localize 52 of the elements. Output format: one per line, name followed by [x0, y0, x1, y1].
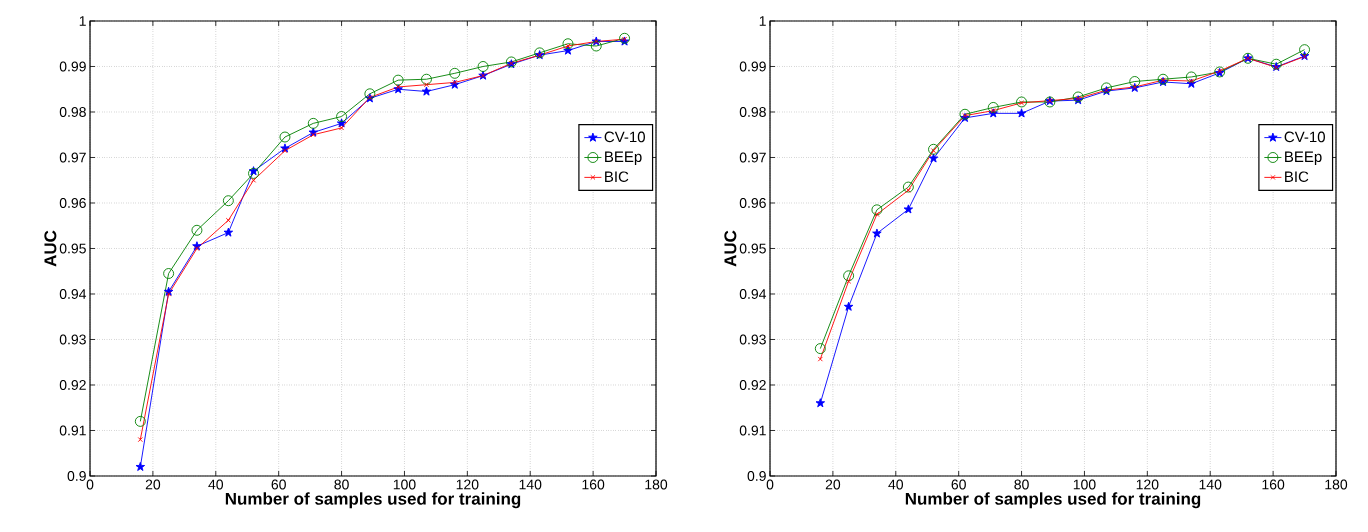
- x-tick-label: 0: [766, 479, 774, 490]
- y-axis-title: AUC: [724, 230, 737, 267]
- y-tick-label: 0.91: [59, 425, 86, 436]
- y-tick-label: 0.94: [739, 289, 767, 299]
- x-tick-label: 20: [145, 479, 161, 490]
- legend-label: BIC: [605, 171, 629, 183]
- x-tick-label: 80: [334, 479, 349, 490]
- x-tick-label: 40: [888, 479, 904, 490]
- x-axis-title: Number of samples used for training: [905, 492, 1201, 509]
- legend-label: BIC: [1285, 171, 1309, 183]
- x-tick-label: 180: [1325, 479, 1348, 490]
- y-tick-label: 1: [79, 16, 86, 26]
- y-tick-label: 0.93: [739, 334, 766, 345]
- y-tick-label: 0.95: [59, 243, 86, 254]
- y-tick-label: 0.98: [59, 107, 86, 117]
- y-tick-label: 0.93: [59, 334, 86, 345]
- x-tick-label: 40: [208, 479, 224, 490]
- x-tick-label: 120: [456, 479, 479, 490]
- y-tick-label: 0.91: [739, 425, 766, 436]
- x-tick-label: 120: [1136, 479, 1159, 490]
- x-axis-title: Number of samples used for training: [225, 492, 521, 509]
- x-tick-label: 100: [393, 479, 416, 490]
- x-tick-label: 0: [86, 479, 94, 490]
- x-tick-label: 160: [582, 479, 605, 490]
- y-tick-label: 0.96: [739, 198, 766, 208]
- y-tick-label: 0.97: [739, 152, 766, 163]
- y-tick-label: 0.9: [747, 471, 766, 481]
- legend-label: BEEp: [1285, 151, 1322, 166]
- legend-label: CV-10: [1284, 131, 1325, 143]
- x-tick-label: 60: [271, 479, 286, 490]
- y-tick-label: 0.92: [739, 380, 766, 390]
- x-tick-label: 180: [645, 479, 668, 490]
- x-tick-label: 100: [1073, 479, 1096, 490]
- y-tick-label: 0.99: [739, 61, 766, 72]
- x-tick-label: 80: [1014, 479, 1029, 490]
- y-tick-label: 0.92: [59, 380, 86, 390]
- y-tick-label: 1: [759, 16, 766, 26]
- legend-label: BEEp: [605, 151, 642, 166]
- y-tick-label: 0.99: [59, 61, 86, 72]
- x-tick-label: 140: [1199, 479, 1222, 490]
- y-axis-title: AUC: [44, 230, 57, 267]
- x-tick-label: 160: [1262, 479, 1285, 490]
- y-tick-label: 0.94: [59, 289, 87, 299]
- x-tick-label: 20: [825, 479, 841, 490]
- y-tick-label: 0.95: [739, 243, 766, 254]
- y-tick-label: 0.96: [59, 198, 86, 208]
- y-tick-label: 0.98: [739, 107, 766, 117]
- x-tick-label: 60: [951, 479, 966, 490]
- y-tick-label: 0.97: [59, 152, 86, 163]
- y-tick-label: 0.9: [67, 471, 86, 481]
- x-tick-label: 140: [519, 479, 542, 490]
- legend-label: CV-10: [604, 131, 645, 143]
